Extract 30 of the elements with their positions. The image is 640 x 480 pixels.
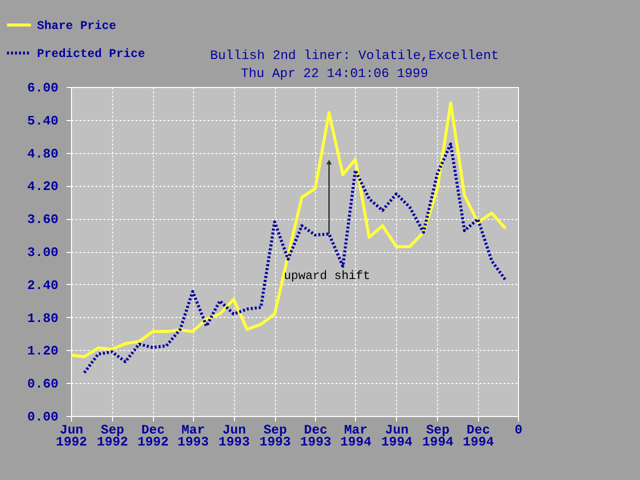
y-tick-label: 3.60 bbox=[27, 212, 59, 228]
y-tick-label: 4.20 bbox=[27, 179, 59, 194]
y-tick-label: 5.40 bbox=[27, 113, 59, 128]
y-tick-label: 0.60 bbox=[27, 376, 59, 392]
line-series bbox=[82, 142, 508, 374]
legend-label: Predicted Price bbox=[37, 47, 146, 61]
annotation: upward shift bbox=[284, 268, 370, 283]
x-tick-label: Sep 1993 bbox=[260, 422, 291, 450]
x-tick-label: Dec 1993 bbox=[300, 422, 332, 450]
y-tick-label: 6.00 bbox=[27, 80, 59, 96]
x-tick-label: Dec 1992 bbox=[137, 422, 169, 450]
x-tick-label: Jun 1993 bbox=[218, 422, 250, 450]
x-tick-label: Mar 1993 bbox=[178, 422, 209, 450]
x-tick-label: Sep 1994 bbox=[422, 422, 454, 450]
line-series bbox=[70, 101, 508, 358]
x-tick-label: Sep 1992 bbox=[96, 422, 128, 450]
y-tick-label: 1.20 bbox=[27, 344, 59, 359]
legend-label: Share Price bbox=[37, 19, 116, 33]
y-tick-label: 0.00 bbox=[27, 410, 59, 424]
x-tick-label: Dec 1994 bbox=[462, 422, 494, 450]
x-tick-label: Jun 1992 bbox=[56, 422, 88, 450]
x-tick-label: 0 bbox=[514, 422, 523, 438]
y-tick-label: 4.80 bbox=[27, 146, 59, 162]
x-tick-label: Jun 1994 bbox=[381, 422, 413, 450]
y-tick-label: 1.80 bbox=[27, 310, 59, 326]
chart-subtitle: Thu Apr 22 14:01:06 1999 bbox=[240, 66, 428, 81]
y-tick-label: 3.00 bbox=[27, 245, 59, 260]
x-tick-label: Mar 1994 bbox=[340, 422, 372, 450]
chart-title: Bullish 2nd liner: Volatile,Excellent bbox=[210, 48, 499, 63]
y-tick-label: 2.40 bbox=[27, 278, 59, 293]
